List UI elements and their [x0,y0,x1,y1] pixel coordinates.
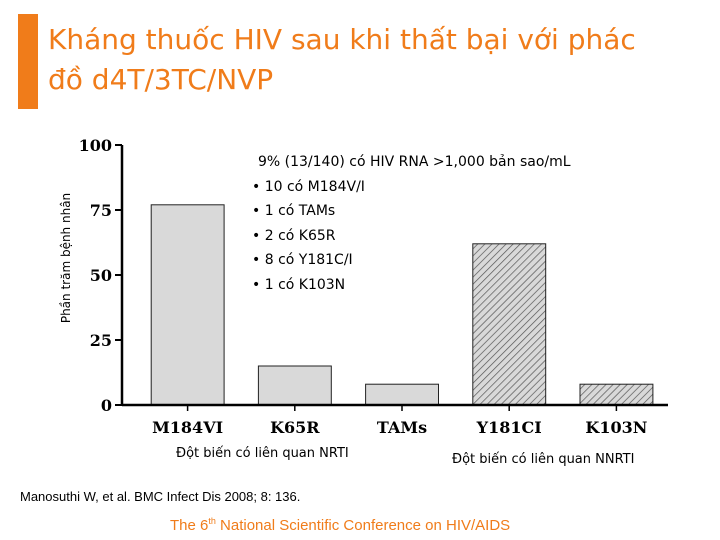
bar-m184vi [150,204,225,406]
slide-title-line-1: Kháng thuốc HIV sau khi thất bại với phá… [48,23,636,56]
x-tick-label: K65R [270,418,320,437]
bar-k103n [579,383,654,406]
summary-item-m184v: • 10 có M184V/I [252,178,365,195]
y-tick-label: 100 [79,136,112,155]
x-tick-label: TAMs [377,418,427,437]
x-tick-label: Y181CI [476,418,542,437]
summary-headline: 9% (13/140) có HIV RNA >1,000 bản sao/mL [258,154,571,170]
conference-prefix: The 6 [170,517,209,534]
resistance-summary: 9% (13/140) có HIV RNA >1,000 bản sao/mL… [252,150,571,297]
conference-footer: The 6th National Scientific Conference o… [170,516,510,534]
title-accent-bar [18,14,38,109]
bar-y181ci [472,243,547,406]
nrti-group-label: Đột biến có liên quan NRTI [176,446,349,461]
y-tick-label: 0 [101,396,112,415]
citation: Manosuthi W, et al. BMC Infect Dis 2008;… [20,489,301,504]
summary-item-k103n: • 1 có K103N [252,276,346,293]
conference-ordinal: th [208,516,216,526]
bar-tams [365,383,440,406]
summary-item-tams: • 1 có TAMs [252,203,336,219]
summary-item-k65r: • 2 có K65R [252,227,336,244]
conference-suffix: National Scientific Conference on HIV/AI… [215,517,511,534]
y-tick-label: 75 [90,201,112,220]
nnrti-group-label: Đột biến có liên quan NNRTI [452,452,635,467]
slide-title: Kháng thuốc HIV sau khi thất bại với phá… [48,20,708,100]
y-tick-label: 50 [90,266,112,285]
x-tick-label: M184VI [152,418,223,437]
y-tick-label: 25 [90,331,112,350]
x-tick-label: K103N [585,418,647,437]
y-axis-label: Phần trăm bệnh nhân [59,193,73,323]
slide-title-line-2: đồ d4T/3TC/NVP [48,63,274,96]
bar-k65r [257,365,332,406]
summary-item-y181c: • 8 có Y181C/I [252,252,353,268]
